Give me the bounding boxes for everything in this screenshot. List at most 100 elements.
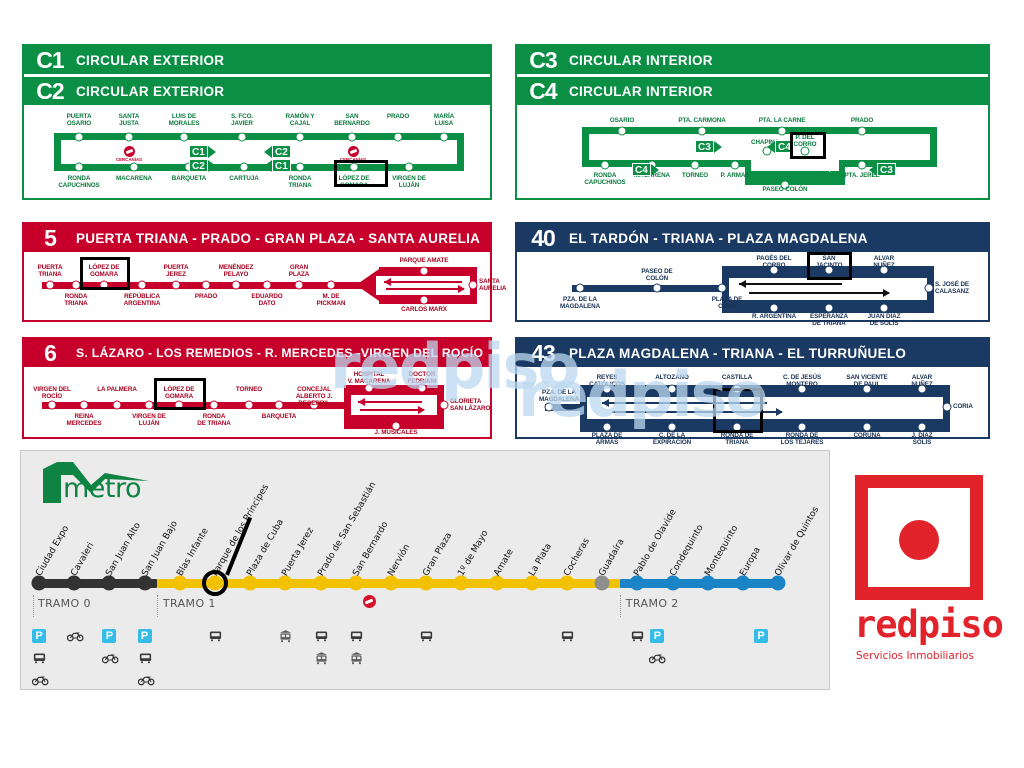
station-dot (769, 303, 779, 313)
bus-icon (315, 631, 327, 642)
station-label: MACARENA (116, 175, 152, 182)
station-dot (652, 283, 662, 293)
station-label: PUERTA OSARIO (66, 113, 92, 128)
metro-station-label: Guadaíra (597, 537, 627, 578)
metro-station-dot[interactable] (348, 575, 364, 591)
station-dot (730, 160, 740, 170)
station-dot (602, 422, 612, 432)
direction-badge-c2: C2 (264, 145, 291, 158)
station-label: CASTILLA (721, 374, 753, 381)
station-label: PASEO COLÓN (762, 186, 808, 193)
line-number-6: 6 (44, 339, 57, 366)
line-number-c2: C2 (36, 77, 64, 104)
metro-station-dot[interactable] (277, 575, 293, 591)
station-label: RONDA DE LOS TEJARES (780, 432, 824, 447)
bike-icon (102, 654, 119, 664)
station-dot (862, 422, 872, 432)
metro-station-dot[interactable] (313, 575, 329, 591)
metro-station-label: Nervión (386, 542, 413, 578)
station-label: PZA. DE LA MAGDALENA (538, 389, 580, 404)
route-corridor (545, 404, 590, 411)
station-dot (468, 280, 478, 290)
metro-station-dot[interactable] (594, 575, 610, 591)
route-corridor-inner (729, 278, 927, 300)
station-dot (862, 384, 872, 394)
station-label: CHAPINA (751, 139, 779, 146)
tramo-divider (619, 595, 621, 617)
line-number-40: 40 (531, 224, 556, 251)
parking-icon: P (650, 629, 665, 643)
metro-panel: metro Ciudad Expo Cavaleri San Juan Alto Sa… (20, 450, 830, 690)
route-diagram-line-40: PZA. DE LA MAGDALENA PASEO DE COLÓN PLAZA DE… (517, 252, 988, 327)
station-dot (137, 280, 147, 290)
metro-station-dot[interactable] (418, 575, 434, 591)
station-dot (797, 422, 807, 432)
metro-station-dot[interactable] (629, 575, 645, 591)
station-dot (924, 283, 934, 293)
route-corridor-inner (376, 276, 470, 295)
station-label: CARTUJA (229, 175, 259, 182)
bike-icon-wrap (137, 673, 155, 692)
station-label: J. DÍAZ SOLÍS (911, 432, 933, 447)
station-label: PRADO (386, 113, 410, 120)
metro-station-dot[interactable] (66, 575, 82, 591)
station-label: SAN VICENTE DE PAUL (846, 374, 888, 389)
metro-station-dot[interactable] (735, 575, 751, 591)
station-dot (209, 400, 219, 410)
station-label: CORUÑA (853, 432, 881, 439)
arrow-right-icon (713, 140, 722, 153)
metro-station-dot[interactable] (242, 575, 258, 591)
arrow-left-icon (869, 163, 877, 176)
station-dot (294, 280, 304, 290)
metro-station-dot[interactable] (31, 575, 47, 591)
station-label: EDUARDO DATO (251, 293, 283, 308)
metro-station-dot[interactable] (559, 575, 575, 591)
station-dot (393, 132, 403, 142)
train-icon (350, 652, 362, 665)
metro-station-dot[interactable] (137, 575, 153, 591)
line-title-c2: CIRCULAR EXTERIOR (76, 83, 225, 99)
station-label: PLAZA DE CUBA (711, 296, 743, 311)
station-label: JUAN DÍAZ DE SOLÍS (867, 313, 901, 328)
station-dot (777, 126, 787, 136)
bus-icon (561, 631, 574, 642)
direction-badge-label: C1 (189, 145, 208, 158)
station-label: ALTOZANO (655, 374, 689, 381)
train-icon-wrap (314, 651, 329, 671)
direction-badge-label: C4 (775, 140, 794, 153)
arrow-right-icon (207, 145, 216, 158)
metro-station-dot[interactable] (770, 575, 786, 591)
station-label: MACARENA (634, 172, 670, 179)
metro-station-dot[interactable] (700, 575, 716, 591)
bike-icon-wrap (31, 673, 49, 692)
station-label: REYES CATÓLICOS (589, 374, 625, 389)
metro-station-dot[interactable] (172, 575, 188, 591)
direction-badge-c4: C4 (632, 163, 659, 176)
station-dot (347, 132, 357, 142)
metro-station-dot[interactable] (665, 575, 681, 591)
metro-station-label: Gran Plaza (421, 531, 455, 578)
highlight-box (807, 252, 852, 280)
bike-icon (137, 676, 155, 686)
arrow-left-icon (739, 280, 746, 288)
arrow-right-icon (829, 164, 836, 172)
station-label: VIRGEN DEL ROCÍO (33, 386, 71, 401)
bus-icon-wrap (314, 629, 329, 649)
station-label: MENÉNDEZ PELAYO (218, 264, 254, 279)
header-c4: C4 CIRCULAR INTERIOR (517, 77, 988, 105)
metro-station-label: Blas Infante (175, 526, 211, 578)
metro-wordmark: metro (63, 473, 142, 504)
panel-line-6: 6 S. LÁZARO - LOS REMEDIOS - R. MERCEDES… (22, 337, 492, 439)
metro-station-dot[interactable] (524, 575, 540, 591)
cercanias-glyph (123, 146, 135, 157)
metro-station-dot[interactable] (489, 575, 505, 591)
header-c1: C1 CIRCULAR EXTERIOR (24, 46, 490, 74)
bus-icon-wrap (208, 629, 223, 649)
metro-station-dot[interactable] (101, 575, 117, 591)
station-label: PRADO (194, 293, 218, 300)
arrow-left-icon (767, 140, 775, 153)
metro-station-dot[interactable] (383, 575, 399, 591)
bus-icon-wrap (138, 651, 153, 671)
metro-station-dot[interactable] (453, 575, 469, 591)
bus-icon-wrap (560, 629, 575, 649)
